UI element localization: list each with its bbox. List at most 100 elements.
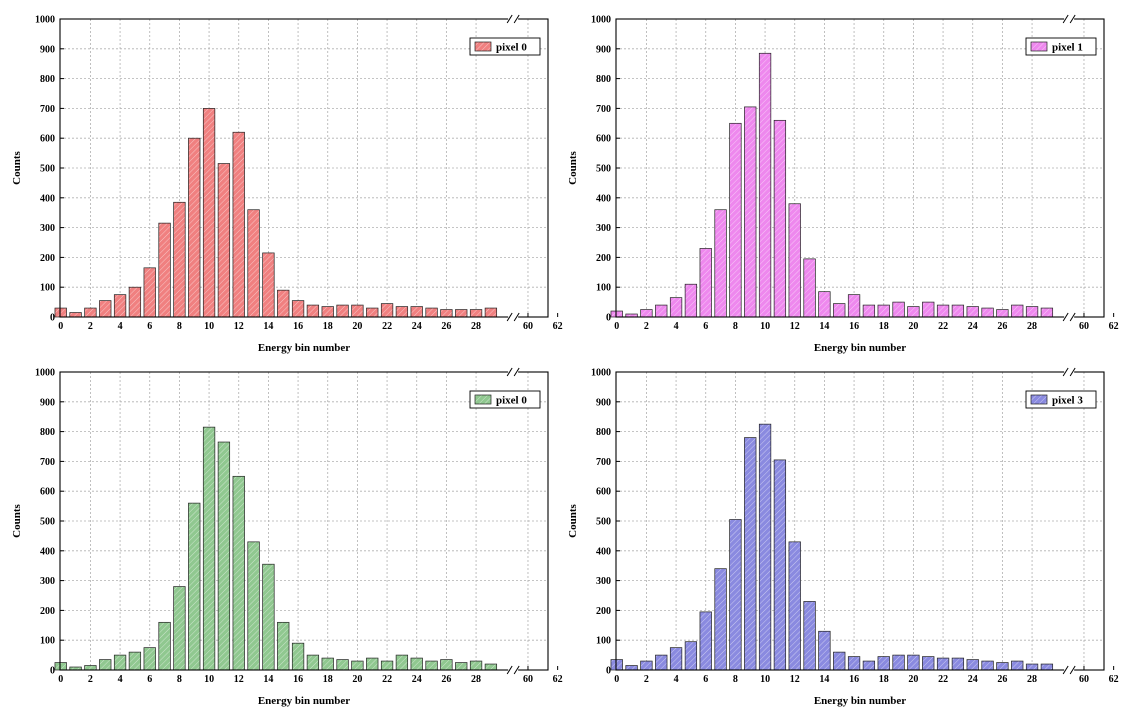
bar	[669, 297, 683, 318]
x-tick-label: 60	[523, 674, 533, 685]
bar	[684, 283, 698, 318]
bar	[217, 163, 231, 318]
plot-frame	[59, 18, 549, 318]
bar	[469, 660, 483, 671]
x-tick-label: 8	[177, 674, 182, 685]
bar	[847, 294, 861, 318]
bar	[262, 563, 275, 671]
bar	[640, 660, 653, 671]
y-tick-label: 300	[40, 223, 55, 234]
axis-break-mark	[513, 367, 520, 377]
bar	[395, 306, 409, 318]
y-tick-label: 400	[596, 546, 611, 557]
bar	[336, 659, 349, 671]
bar	[803, 258, 816, 318]
bar	[744, 437, 757, 671]
bar	[440, 309, 453, 318]
bar	[833, 651, 846, 671]
x-tick-label: 20	[352, 674, 362, 685]
y-tick-label: 800	[596, 427, 611, 438]
x-tick-label: 20	[908, 321, 918, 332]
x-tick-label: 60	[1079, 674, 1089, 685]
bar	[380, 660, 394, 671]
bar	[440, 659, 453, 671]
bar	[128, 651, 142, 671]
x-tick-label: 20	[352, 321, 362, 332]
bar	[1025, 663, 1039, 671]
y-tick-label: 1000	[591, 368, 611, 379]
plot-frame	[59, 371, 549, 671]
bar	[366, 307, 379, 318]
bar	[54, 307, 67, 318]
bar	[277, 289, 290, 318]
bar	[128, 286, 142, 318]
axis-break-mark	[506, 367, 513, 377]
y-tick-label: 700	[40, 457, 55, 468]
axis-break-gap	[508, 666, 519, 674]
bar	[262, 252, 275, 318]
axis-break-mark	[1069, 665, 1076, 675]
y-axis-label: Counts	[11, 503, 23, 537]
bar	[366, 657, 379, 671]
x-tick-label: 22	[382, 321, 392, 332]
y-tick-label: 300	[40, 576, 55, 587]
x-tick-label: 6	[147, 321, 152, 332]
y-tick-label: 700	[596, 457, 611, 468]
bar	[188, 502, 201, 671]
x-axis-label: Energy bin number	[258, 695, 350, 707]
bar	[410, 306, 423, 318]
x-tick-label: 16	[293, 674, 303, 685]
y-tick-label: 800	[596, 74, 611, 85]
legend-swatch	[474, 394, 492, 405]
bar	[936, 657, 950, 671]
y-tick-label: 0	[606, 666, 611, 677]
y-tick-label: 200	[40, 253, 55, 264]
y-tick-label: 1000	[591, 15, 611, 26]
bar	[892, 654, 905, 671]
x-tick-label: 60	[1079, 321, 1089, 332]
bar	[922, 301, 935, 318]
bar	[936, 304, 950, 318]
x-tick-label: 18	[879, 674, 889, 685]
x-tick-label: 28	[471, 674, 481, 685]
axis-break-gap	[508, 15, 519, 23]
x-axis-label: Energy bin number	[814, 695, 906, 707]
bar	[758, 423, 772, 671]
x-tick-label: 62	[1109, 674, 1119, 685]
x-tick-label: 62	[553, 674, 563, 685]
y-tick-label: 1000	[35, 368, 55, 379]
x-tick-label: 62	[1109, 321, 1119, 332]
x-tick-label: 8	[733, 321, 738, 332]
legend-label: pixel 1	[1052, 42, 1083, 54]
legend-label: pixel 0	[496, 42, 527, 54]
x-tick-label: 0	[58, 674, 63, 685]
y-tick-label: 900	[596, 397, 611, 408]
bar	[625, 665, 638, 671]
y-tick-label: 500	[40, 517, 55, 528]
x-tick-label: 8	[733, 674, 738, 685]
y-tick-label: 100	[40, 636, 55, 647]
axis-break-mark	[506, 665, 513, 675]
y-axis-label: Counts	[567, 150, 579, 184]
legend-label: pixel 3	[1052, 395, 1083, 407]
bar	[291, 642, 305, 671]
x-tick-label: 16	[849, 674, 859, 685]
bar	[833, 303, 846, 318]
x-tick-label: 62	[553, 321, 563, 332]
bar	[247, 209, 260, 318]
axis-break-mark	[506, 312, 513, 322]
bar	[143, 647, 156, 671]
x-tick-label: 16	[293, 321, 303, 332]
bar	[84, 665, 97, 671]
y-tick-label: 700	[40, 104, 55, 115]
bar	[217, 441, 231, 671]
x-tick-label: 24	[968, 321, 978, 332]
x-tick-label: 18	[323, 321, 333, 332]
y-tick-label: 900	[40, 397, 55, 408]
bar	[469, 309, 483, 318]
bar	[655, 304, 668, 318]
plot-frame	[615, 18, 1105, 318]
